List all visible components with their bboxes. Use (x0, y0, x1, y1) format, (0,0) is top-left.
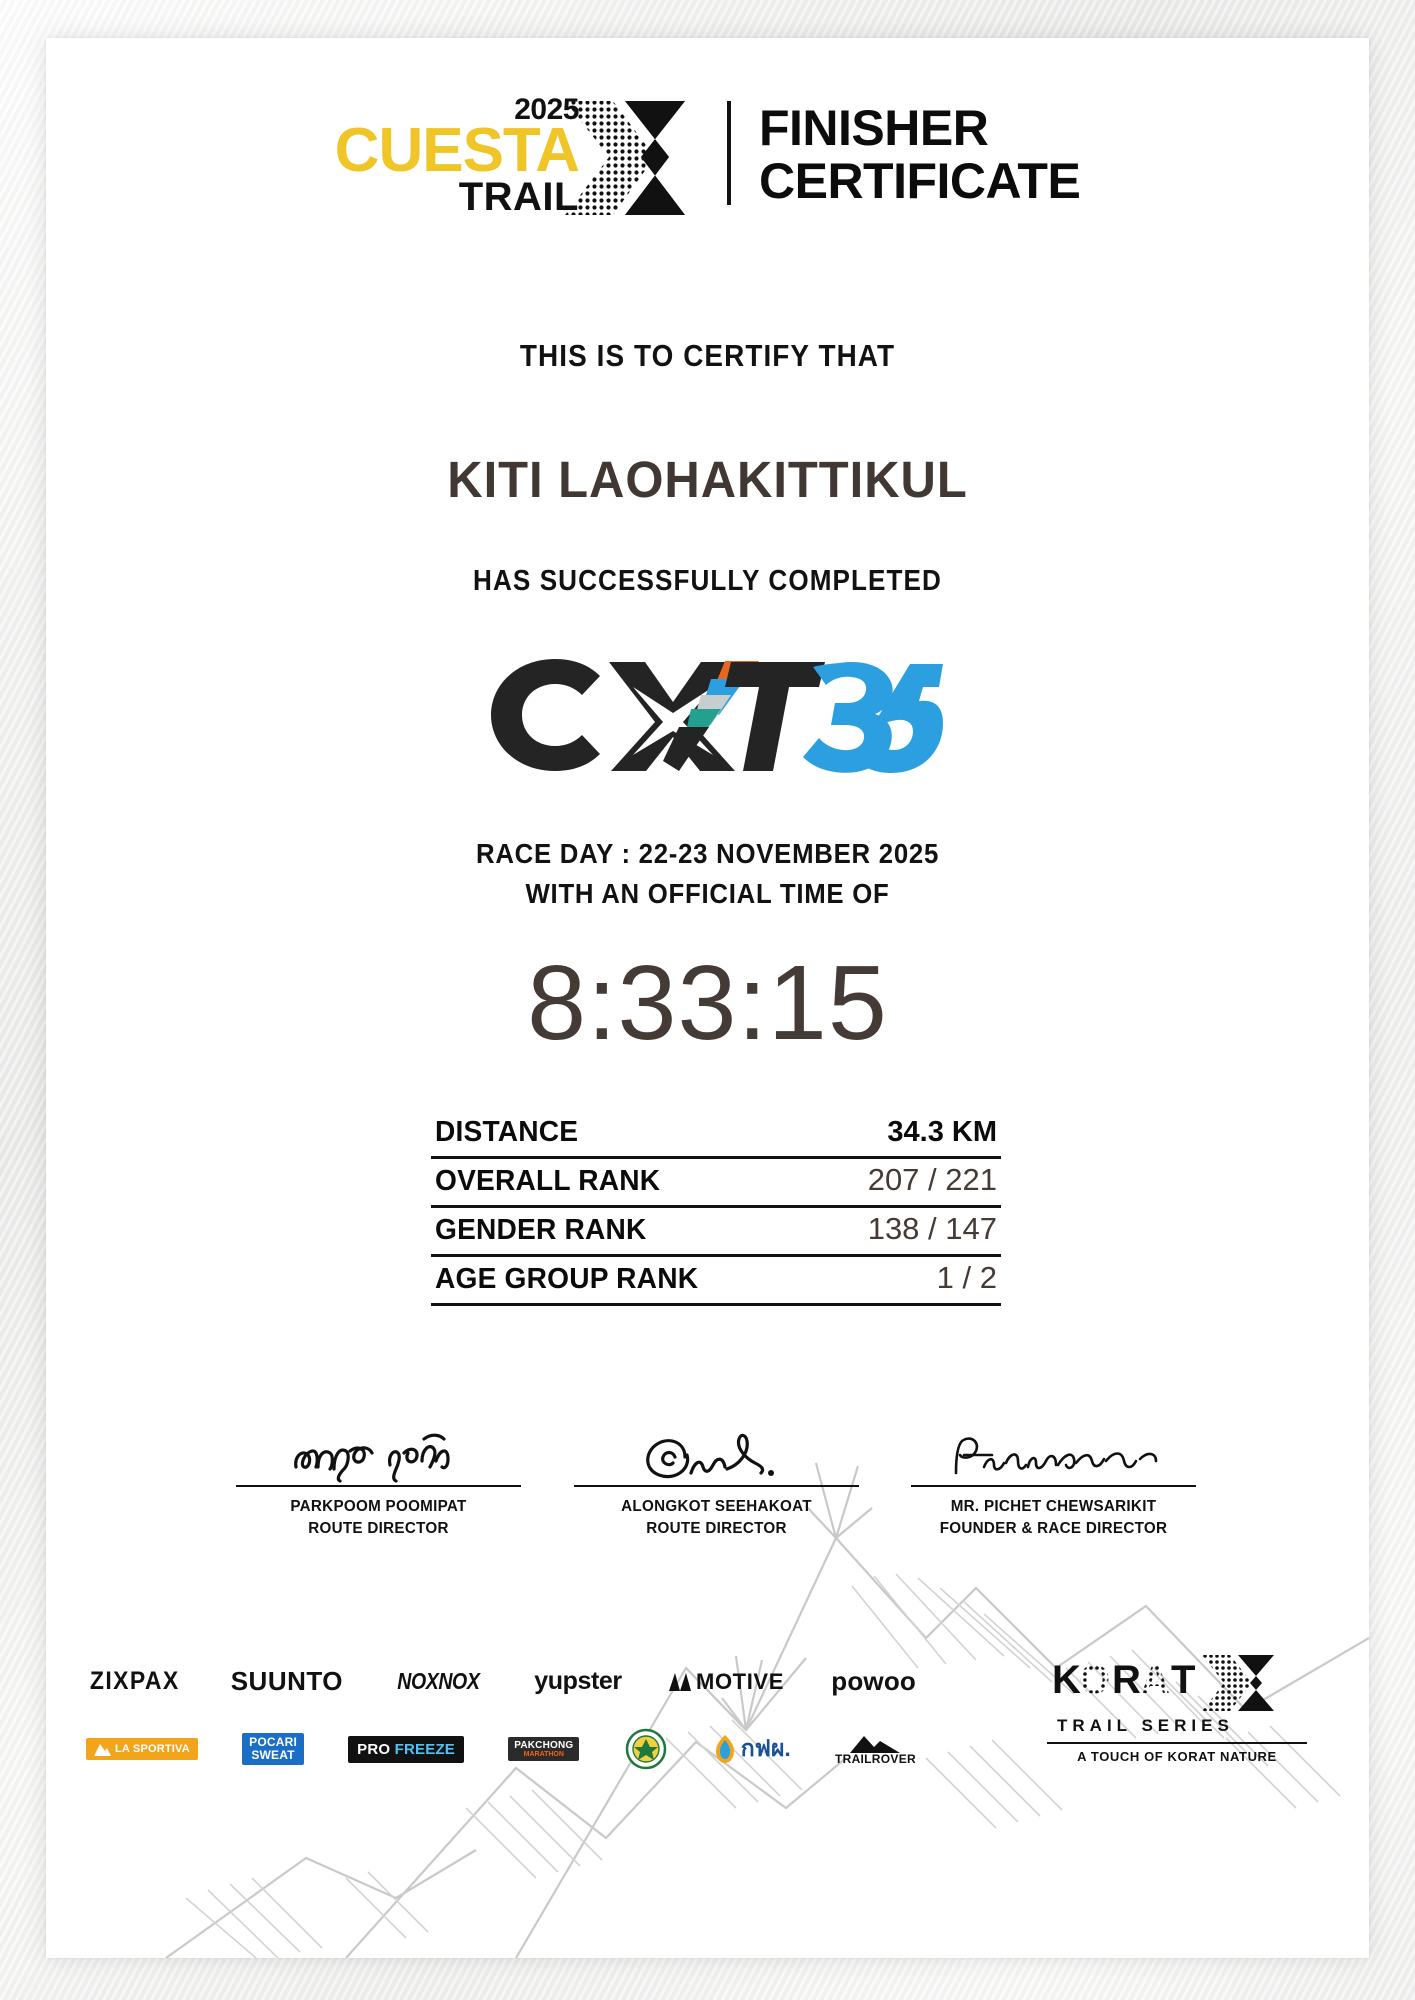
signature-section: PARKPOOM POOMIPAT ROUTE DIRECTOR (236, 1413, 1196, 1539)
cuesta-trail-logo: 2025 CUESTA TRAIL (334, 93, 701, 219)
korat-tagline: A TOUCH OF KORAT NATURE (1047, 1742, 1307, 1764)
cxt35-logo-icon (490, 659, 943, 773)
signature-mark (574, 1413, 859, 1483)
logo-trail: TRAIL (458, 174, 579, 219)
sponsor-trailrover: TRAILROVER (835, 1734, 916, 1765)
signature-name: MR. PICHET CHEWSARIKIT FOUNDER & RACE DI… (918, 1496, 1189, 1539)
government-seal-icon (625, 1728, 666, 1770)
svg-text:A: A (1141, 1658, 1171, 1702)
sponsor-pro-freeze: PRO FREEZE (348, 1735, 465, 1763)
signature-line (236, 1485, 521, 1487)
signer-role-text: ROUTE DIRECTOR (308, 1519, 449, 1537)
sponsor-pakchong: PAKCHONG MARATHON (508, 1737, 580, 1761)
stat-label: AGE GROUP RANK (435, 1263, 699, 1295)
signature-mark (911, 1413, 1196, 1483)
logo-cuesta: CUESTA (334, 115, 580, 185)
korat-logo-icon: K O R A T (1052, 1655, 1274, 1711)
certificate-title: FINISHER CERTIFICATE (758, 100, 1081, 210)
signature-line (573, 1485, 859, 1487)
x-mark-icon (564, 100, 685, 215)
certify-line: THIS IS TO CERTIFY THAT (519, 338, 896, 373)
signature-block: ALONGKOT SEEHAKOAT ROUTE DIRECTOR (573, 1413, 859, 1539)
sponsor-label: ZIXPAX (89, 1667, 180, 1695)
sponsor-label: TRAILROVER (834, 1751, 916, 1766)
title-line-2: CERTIFICATE (758, 153, 1081, 210)
certificate-card: 2025 CUESTA TRAIL (46, 38, 1369, 1958)
sponsor-yupster: yupster (534, 1667, 622, 1696)
stat-value: 34.3 KM (887, 1116, 997, 1148)
sponsor-label: MOTIVE (696, 1668, 784, 1694)
event-logo (46, 643, 1369, 778)
stat-value: 207 / 221 (867, 1162, 997, 1197)
stat-value: 1 / 2 (936, 1260, 997, 1295)
signer-name-text: ALONGKOT SEEHAKOAT (620, 1498, 812, 1515)
signer-name-text: MR. PICHET CHEWSARIKIT (950, 1498, 1157, 1515)
sponsor-label: กฟผ. (740, 1735, 791, 1761)
sponsor-label: SUUNTO (230, 1666, 344, 1696)
table-row: OVERALL RANK 207 / 221 (431, 1159, 1001, 1208)
table-row: AGE GROUP RANK 1 / 2 (431, 1257, 1001, 1306)
sponsor-noxnox: NOXNOX (390, 1668, 487, 1695)
signer-name-text: PARKPOOM POOMIPAT (290, 1498, 467, 1515)
korat-trail-series-badge: K O R A T TRAIL SERIES A TOUCH OF KORAT … (1047, 1653, 1307, 1764)
korat-series-label: TRAIL SERIES (1057, 1716, 1234, 1735)
signer-role-text: FOUNDER & RACE DIRECTOR (939, 1519, 1168, 1537)
sponsor-motive: MOTIVE (669, 1669, 784, 1695)
signature-icon (293, 1433, 450, 1483)
sponsor-row-secondary: LA SPORTIVA POCARI SWEAT PRO FREEZE PAKC… (86, 1728, 916, 1770)
stat-value: 138 / 147 (867, 1211, 997, 1246)
logo-divider (726, 101, 731, 206)
svg-text:O: O (1079, 1658, 1111, 1702)
sponsor-zixpax: ZIXPAX (86, 1667, 183, 1696)
stat-label: DISTANCE (435, 1116, 579, 1148)
signature-icon (954, 1437, 1157, 1475)
motive-mark-icon (669, 1672, 692, 1691)
sponsor-la-sportiva: LA SPORTIVA (86, 1738, 198, 1760)
signature-name: ALONGKOT SEEHAKOAT ROUTE DIRECTOR (581, 1496, 852, 1539)
sponsor-government-seal (624, 1728, 668, 1770)
sponsor-label: yupster (534, 1667, 622, 1695)
title-line-1: FINISHER (758, 100, 989, 157)
sponsor-label: NOXNOX (397, 1668, 481, 1694)
official-time-value: 8:33:15 (527, 944, 888, 1062)
signature-block: PARKPOOM POOMIPAT ROUTE DIRECTOR (236, 1413, 521, 1539)
trailrover-mountain-icon (850, 1735, 901, 1753)
sponsor-label: LA SPORTIVA (115, 1743, 190, 1755)
signature-line (911, 1485, 1196, 1487)
svg-text:R: R (1112, 1658, 1142, 1702)
stat-label: GENDER RANK (435, 1214, 647, 1246)
sponsor-label: powoo (831, 1666, 916, 1696)
signature-block: MR. PICHET CHEWSARIKIT FOUNDER & RACE DI… (911, 1413, 1196, 1539)
stat-label: OVERALL RANK (435, 1165, 661, 1197)
sponsor-row-primary: ZIXPAX SUUNTO NOXNOX yupster MOTIVE (86, 1666, 916, 1697)
signer-role-text: ROUTE DIRECTOR (645, 1519, 787, 1537)
signature-mark (236, 1413, 521, 1483)
race-day-line: RACE DAY : 22-23 NOVEMBER 2025 (475, 838, 940, 869)
sponsor-egat: กฟผ. (712, 1731, 791, 1767)
egat-mark-icon (715, 1735, 734, 1763)
recipient-name: KITI LAOHAKITTIKUL (447, 451, 968, 508)
sponsor-pocari-sweat: POCARI SWEAT (242, 1733, 304, 1765)
sponsor-powoo: powoo (831, 1666, 916, 1697)
sponsor-suunto: SUUNTO (231, 1666, 343, 1697)
mountain-icon (94, 1744, 111, 1756)
table-row: GENDER RANK 138 / 147 (431, 1208, 1001, 1257)
stats-table: DISTANCE 34.3 KM OVERALL RANK 207 / 221 … (431, 1113, 1001, 1306)
signature-icon (645, 1433, 774, 1479)
official-time-label: WITH AN OFFICIAL TIME OF (525, 878, 890, 909)
table-row: DISTANCE 34.3 KM (431, 1113, 1001, 1159)
logo-year: 2025 (514, 93, 579, 126)
svg-text:T: T (1171, 1658, 1196, 1702)
header-lockup: 2025 CUESTA TRAIL (46, 93, 1369, 219)
svg-text:K: K (1052, 1658, 1082, 1702)
completed-line: HAS SUCCESSFULLY COMPLETED (473, 565, 942, 597)
signature-name: PARKPOOM POOMIPAT ROUTE DIRECTOR (243, 1496, 514, 1539)
